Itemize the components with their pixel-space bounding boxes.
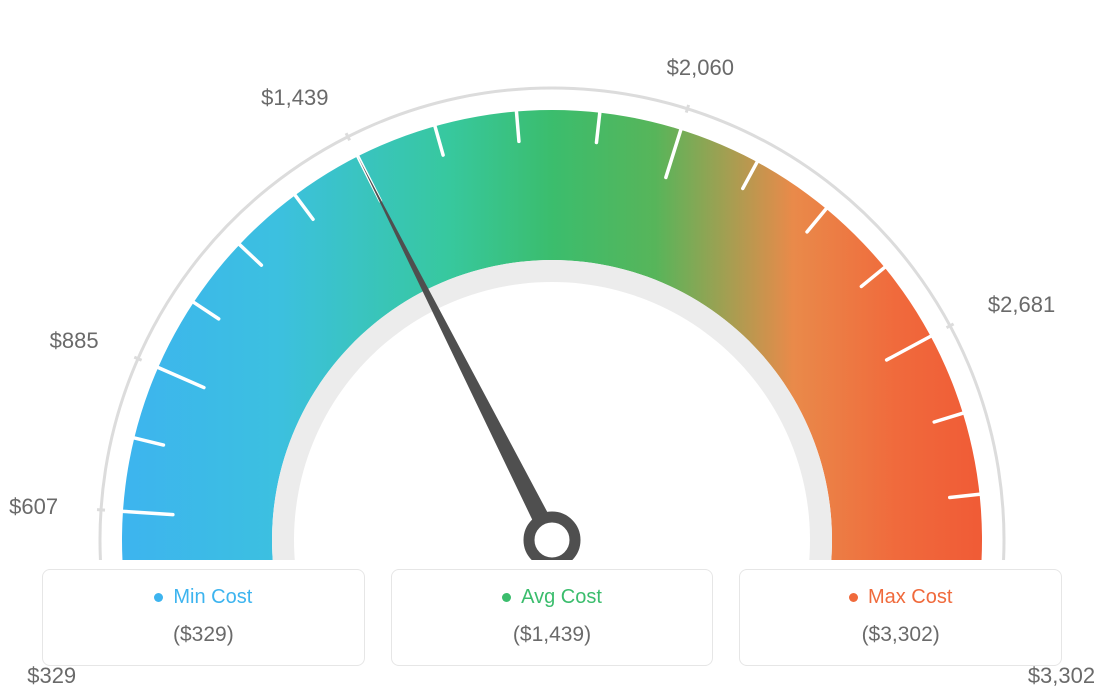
legend-value-max: ($3,302) (750, 623, 1051, 647)
legend-card-avg: Avg Cost ($1,439) (391, 569, 714, 666)
legend-card-min: Min Cost ($329) (42, 569, 365, 666)
legend-row: Min Cost ($329) Avg Cost ($1,439) Max Co… (0, 569, 1104, 666)
legend-label-max: Max Cost (868, 586, 952, 609)
gauge-tick-label: $329 (27, 663, 76, 689)
gauge-tick-label: $3,302 (1028, 663, 1095, 689)
legend-value-avg: ($1,439) (402, 623, 703, 647)
gauge-area: $329$607$885$1,439$2,060$2,681$3,302 (0, 0, 1104, 560)
legend-value-min: ($329) (53, 623, 354, 647)
legend-dot-min (154, 593, 163, 602)
legend-title-min: Min Cost (154, 586, 252, 609)
gauge-tick-label: $2,060 (667, 55, 734, 81)
legend-label-min: Min Cost (173, 586, 252, 609)
legend-card-max: Max Cost ($3,302) (739, 569, 1062, 666)
legend-title-avg: Avg Cost (502, 586, 602, 609)
legend-title-max: Max Cost (849, 586, 952, 609)
gauge-tick-label: $885 (50, 328, 99, 354)
gauge-tick-label: $1,439 (261, 85, 328, 111)
legend-dot-max (849, 593, 858, 602)
cost-gauge-widget: $329 $607 $885 $1,439 $2,060 $2,681 $3,302 Min… (0, 0, 1104, 690)
gauge-svg (0, 0, 1104, 560)
legend-label-avg: Avg Cost (521, 586, 602, 609)
legend-dot-avg (502, 593, 511, 602)
gauge-tick-label: $2,681 (988, 292, 1055, 318)
gauge-tick-label: $607 (9, 494, 58, 520)
